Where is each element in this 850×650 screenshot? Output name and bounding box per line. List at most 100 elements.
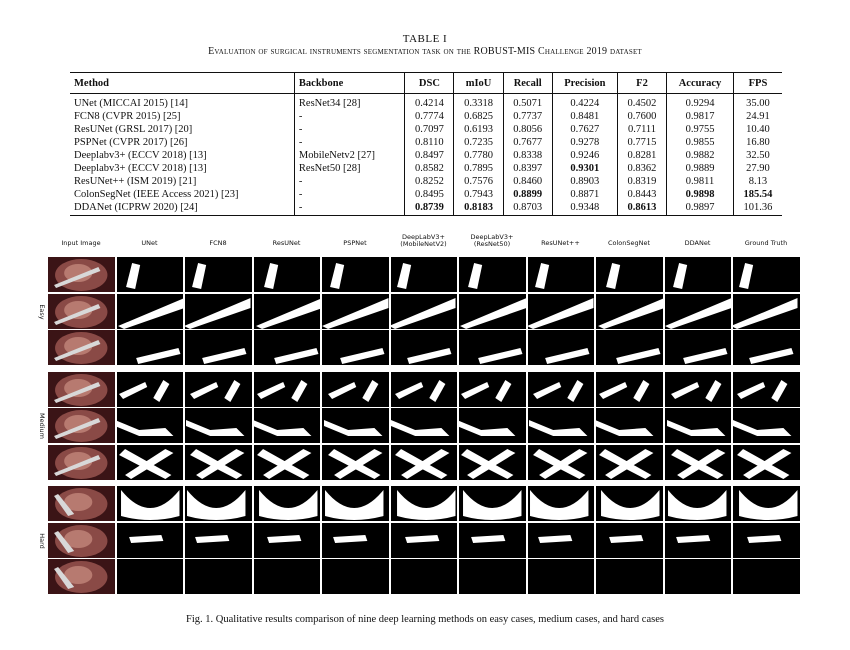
- cell-precision: 0.9278: [551, 137, 618, 150]
- segmentation-mask: [116, 371, 183, 407]
- segmentation-mask: [322, 444, 389, 480]
- cell-accuracy: 0.9889: [666, 163, 734, 176]
- segmentation-mask: [596, 408, 663, 443]
- cell-method: Deeplabv3+ (ECCV 2018) [13]: [74, 163, 207, 175]
- cell-method: ColonSegNet (IEEE Access 2021) [23]: [74, 189, 239, 201]
- cell-method: DDANet (ICPRW 2020) [24]: [74, 202, 198, 214]
- col-header-recall: Recall: [502, 72, 553, 94]
- cell-backbone: -: [293, 137, 405, 150]
- figure-col-header: ResUNet++: [541, 239, 580, 247]
- cell-method: ResUNet++ (ISM 2019) [21]: [74, 176, 197, 188]
- segmentation-mask: [322, 293, 389, 329]
- cell-miou: 0.7235: [453, 137, 504, 150]
- figure-col-header: DDANet: [684, 239, 711, 247]
- cell-f2: 0.4502: [616, 93, 667, 111]
- segmentation-mask: [664, 522, 731, 558]
- segmentation-mask: [527, 257, 594, 292]
- cell-fps: 27.90: [732, 163, 782, 176]
- cell-dsc: 0.7774: [404, 111, 454, 124]
- segmentation-mask: [390, 486, 457, 521]
- segmentation-mask: [596, 293, 663, 329]
- cell-recall: 0.8460: [502, 176, 553, 189]
- cell-fps: 10.40: [732, 124, 782, 137]
- segmentation-mask: [390, 444, 457, 480]
- segmentation-mask: [733, 293, 800, 329]
- segmentation-mask: [527, 444, 594, 480]
- cell-dsc: 0.7097: [404, 124, 454, 137]
- segmentation-mask: [116, 559, 183, 594]
- segmentation-mask: [733, 371, 800, 407]
- input-image: [48, 371, 115, 407]
- figure-col-header: FCN8: [209, 239, 227, 247]
- segmentation-mask: [664, 330, 731, 365]
- cell-recall: 0.8056: [502, 124, 553, 137]
- cell-fps: 101.36: [732, 202, 782, 216]
- col-header-method: Method: [74, 77, 109, 89]
- segmentation-mask: [390, 330, 457, 365]
- col-header-backbone: Backbone: [293, 72, 405, 94]
- col-header-precision: Precision: [551, 72, 618, 94]
- cell-f2: 0.8319: [616, 176, 667, 189]
- segmentation-mask: [527, 330, 594, 365]
- segmentation-mask: [185, 371, 252, 407]
- segmentation-mask: [253, 371, 320, 407]
- cell-backbone: -: [293, 202, 405, 216]
- cell-f2: 0.7715: [616, 137, 667, 150]
- segmentation-mask: [322, 330, 389, 365]
- cell-dsc: 0.8739: [404, 202, 454, 216]
- cell-dsc: 0.8252: [404, 176, 454, 189]
- segmentation-mask: [322, 408, 389, 443]
- cell-accuracy: 0.9882: [666, 150, 734, 163]
- segmentation-mask: [459, 330, 526, 365]
- figure-col-header: Input Image: [61, 239, 101, 247]
- col-header-dsc: DSC: [404, 72, 454, 94]
- cell-precision: 0.9348: [551, 202, 618, 216]
- cell-miou: 0.7780: [453, 150, 504, 163]
- table-row: ResUNet (GRSL 2017) [20] -0.7097 0.6193 0.8…: [70, 124, 782, 137]
- cell-accuracy: 0.9755: [666, 124, 734, 137]
- segmentation-mask: [459, 371, 526, 407]
- segmentation-mask: [733, 257, 800, 292]
- segmentation-mask: [185, 444, 252, 480]
- table-row: PSPNet (CVPR 2017) [26] -0.8110 0.7235 0.76…: [70, 137, 782, 150]
- cell-precision: 0.9301: [551, 163, 618, 176]
- segmentation-mask: [253, 444, 320, 480]
- cell-method: UNet (MICCAI 2015) [14]: [74, 98, 189, 110]
- segmentation-mask: [390, 559, 457, 594]
- cell-backbone: ResNet34 [28]: [293, 93, 405, 111]
- figure-col-header: UNet: [141, 239, 158, 247]
- col-header-fps: FPS: [732, 72, 782, 94]
- table-body: UNet (MICCAI 2015) [14] ResNet34 [28] 0.42…: [70, 93, 782, 216]
- group-label-hard: Hard: [38, 532, 46, 549]
- input-image: [48, 257, 115, 292]
- input-image: [48, 522, 115, 558]
- segmentation-mask: [459, 486, 526, 521]
- input-image: [48, 408, 115, 443]
- figure-col-header: DeepLabV3+ (MobileNetV2): [400, 233, 447, 248]
- segmentation-mask: [390, 371, 457, 407]
- segmentation-mask: [253, 408, 320, 443]
- cell-fps: 24.91: [732, 111, 782, 124]
- segmentation-mask: [322, 559, 389, 594]
- segmentation-mask: [185, 559, 252, 594]
- segmentation-mask: [253, 257, 320, 292]
- cell-dsc: 0.4214: [404, 93, 454, 111]
- segmentation-mask: [527, 408, 594, 443]
- table-row: ColonSegNet (IEEE Access 2021) [23] -0.84…: [70, 189, 782, 202]
- cell-accuracy: 0.9855: [666, 137, 734, 150]
- segmentation-mask: [116, 330, 183, 365]
- segmentation-mask: [459, 293, 526, 329]
- cell-backbone: MobileNetv2 [27]: [293, 150, 405, 163]
- segmentation-mask: [253, 486, 320, 521]
- results-table: Method Backbone DSC mIoU Recall Precisio…: [70, 72, 782, 216]
- cell-precision: 0.8481: [551, 111, 618, 124]
- cell-backbone: -: [293, 124, 405, 137]
- cell-miou: 0.6193: [453, 124, 504, 137]
- figure-col-header: PSPNet: [343, 239, 367, 247]
- cell-dsc: 0.8495: [404, 189, 454, 202]
- segmentation-mask: [116, 408, 183, 443]
- segmentation-mask: [664, 559, 731, 594]
- cell-backbone: ResNet50 [28]: [293, 163, 405, 176]
- cell-recall: 0.8703: [502, 202, 553, 216]
- cell-f2: 0.8281: [616, 150, 667, 163]
